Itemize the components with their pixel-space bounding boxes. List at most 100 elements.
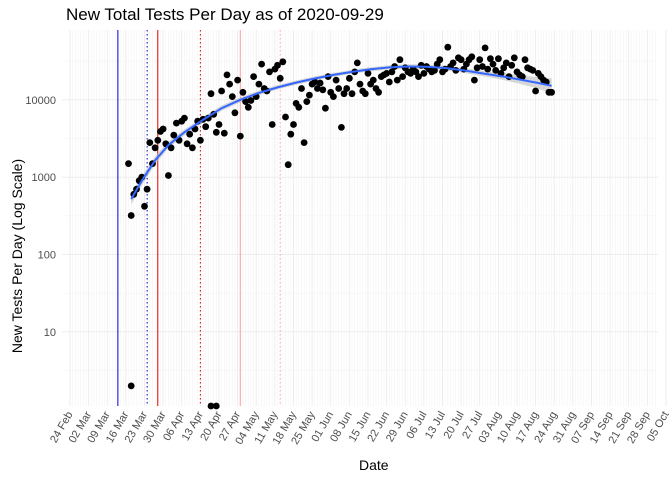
data-point [431,67,438,74]
y-tick-label: 100 [38,250,56,262]
data-point [218,87,226,95]
data-point [364,70,372,77]
data-point [444,43,452,51]
data-point [340,90,348,98]
data-point [236,132,244,140]
data-point [510,54,518,62]
data-point [489,60,497,68]
y-tick-label: 1000 [32,172,56,184]
data-point [471,76,478,84]
data-point [306,91,313,99]
data-point [495,55,502,63]
data-point [346,74,353,82]
data-point [481,44,489,52]
data-point [228,93,236,100]
data-point [239,88,247,96]
data-point [532,87,539,95]
data-point [449,59,457,67]
data-point [319,86,327,94]
data-point [170,131,178,139]
data-point [244,103,252,111]
data-point [420,70,428,77]
data-point [415,73,422,80]
data-point [479,63,486,70]
data-point [159,125,167,133]
data-point [529,67,537,74]
data-point [282,113,289,121]
data-point [298,85,305,92]
data-point [399,73,406,80]
x-axis-title: Date [359,457,389,473]
data-point [322,104,329,112]
data-point [284,161,292,169]
data-point [274,61,281,69]
data-point [276,74,284,82]
data-point [279,58,287,66]
data-point [375,88,382,96]
data-point [343,85,351,92]
data-point [508,61,516,69]
data-point [521,56,529,64]
data-point [127,382,135,390]
data-point [242,98,250,105]
confidence-band-layer [131,64,552,205]
data-point [476,56,484,64]
data-point [335,85,343,92]
data-point [383,70,390,77]
data-point [151,144,159,152]
data-point [473,64,481,72]
trend-line-layer [130,65,552,200]
confidence-band [131,64,552,205]
data-point [487,55,494,63]
data-point [468,53,476,61]
data-point [290,121,297,128]
data-point [353,59,361,67]
data-point [154,136,162,144]
data-point [173,119,180,127]
data-point [518,73,526,80]
data-point [303,98,311,105]
data-point [127,212,135,219]
data-point [396,56,404,64]
data-point [231,109,239,117]
data-point [146,139,154,147]
data-point [268,121,276,128]
data-point [212,402,220,410]
data-point [207,90,215,98]
data-point [311,78,319,86]
grid-layer [62,30,667,406]
data-point [361,90,369,98]
data-point [330,93,337,100]
data-point [226,80,234,88]
data-point [300,139,308,147]
data-point [502,59,510,67]
y-axis-ticks: 10 100 1000 10000 [25,95,56,339]
trend-line [130,65,552,200]
data-point [388,68,396,76]
data-point [492,67,500,74]
data-point [186,130,194,138]
data-point [215,121,223,128]
y-tick-label: 10000 [25,95,56,107]
data-point [314,85,321,92]
data-point [212,128,220,136]
data-point [338,124,345,131]
data-point [234,76,242,84]
data-point [369,76,377,84]
data-point [220,129,228,137]
data-point [207,402,215,410]
data-point [183,140,191,148]
data-point [356,80,364,88]
data-point [385,78,393,86]
data-point [287,130,295,138]
data-point [295,103,303,111]
data-point [548,88,555,96]
data-point [255,80,263,88]
data-point [316,79,324,87]
data-point [125,160,132,168]
data-point [436,56,444,64]
data-point [332,76,340,84]
data-point [223,71,231,79]
